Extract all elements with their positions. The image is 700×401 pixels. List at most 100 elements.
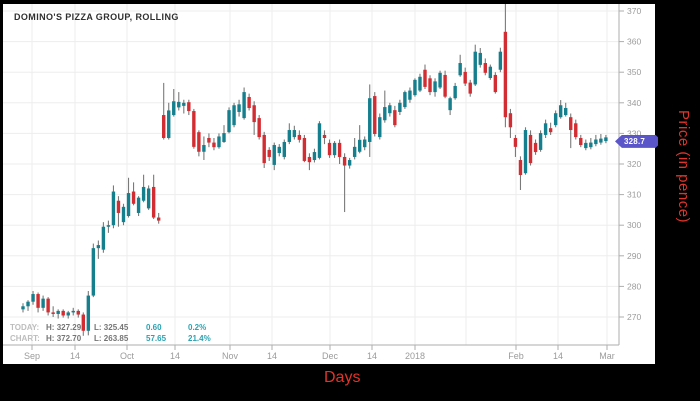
candlestick-chart: 270 280 290 300 310 320 330 340 350 360 370 Sep 14 Oc… [3, 4, 641, 361]
candle-down [51, 312, 55, 314]
candle-down [483, 63, 487, 73]
candle-up [594, 139, 598, 145]
candle-down [131, 191, 136, 204]
chart-change: 57.65 [146, 334, 167, 343]
candle-up [398, 102, 402, 112]
y-tick-label: 340 [627, 98, 641, 108]
candle-up [317, 123, 322, 158]
x-tick-label: 14 [70, 351, 80, 361]
candle-down [468, 82, 472, 94]
y-tick-label: 270 [627, 312, 641, 322]
chart-label: CHART: [10, 334, 40, 343]
y-tick-label: 300 [627, 220, 641, 230]
candle-up [101, 226, 106, 250]
candle-down [156, 217, 161, 221]
candle-up [332, 142, 337, 156]
x-axis-title: Days [324, 369, 361, 386]
candle-up [167, 110, 171, 138]
y-tick-label: 360 [627, 37, 641, 47]
candle-down [252, 105, 256, 123]
candle-up [177, 101, 181, 108]
candle-up [438, 72, 442, 88]
candle-down [302, 137, 307, 161]
candle-down [569, 117, 573, 131]
x-tick-label: 2018 [405, 351, 425, 361]
candle-up [71, 310, 75, 313]
candle-down [212, 142, 216, 148]
y-tick-label: 320 [627, 159, 641, 169]
candle-down [116, 200, 121, 213]
candle-down [257, 118, 261, 138]
candle-up [413, 79, 417, 96]
candle-up [217, 136, 221, 148]
candle-down [443, 74, 447, 97]
candle-up [232, 105, 236, 126]
candle-up [182, 102, 186, 106]
stats-legend: TODAY: H: 327.29 L: 325.45 0.60 0.2% CHART: H… [10, 322, 211, 344]
candle-down [513, 137, 518, 147]
x-tick-label: Nov [222, 351, 239, 361]
candle-up [86, 295, 91, 331]
candle-up [383, 107, 387, 121]
candle-up [106, 225, 111, 227]
candle-up [363, 139, 367, 148]
x-tick-label: Feb [508, 351, 524, 361]
candle-down [187, 102, 191, 112]
candle-down [574, 123, 578, 138]
legend-row-today: TODAY: H: 327.29 L: 325.45 0.60 0.2% [10, 322, 211, 333]
y-tick-label: 280 [627, 281, 641, 291]
candle-up [558, 105, 563, 118]
candle-down [267, 149, 271, 157]
x-tick-label: 14 [367, 351, 377, 361]
candle-up [121, 206, 126, 223]
candle-down [493, 74, 498, 93]
candle-up [222, 133, 226, 142]
candle-down [247, 96, 251, 109]
candle-up [272, 145, 276, 165]
x-tick-label: Dec [322, 351, 339, 361]
y-tick-label: 370 [627, 6, 641, 16]
y-tick-label: 310 [627, 190, 641, 200]
chart-high: H: 372.70 [46, 334, 82, 343]
candle-down [518, 160, 523, 176]
candle-down [207, 137, 211, 143]
candle-up [378, 117, 382, 138]
y-tick-label: 290 [627, 251, 641, 261]
chart-title: DOMINO'S PIZZA GROUP, ROLLING [14, 12, 179, 22]
x-tick-label: Oct [120, 351, 135, 361]
x-tick-label: Mar [599, 351, 615, 361]
candle-up [91, 248, 96, 296]
candle-down [342, 156, 347, 166]
candle-down [197, 132, 201, 152]
candle-up [403, 92, 407, 108]
candle-down [508, 113, 513, 128]
candle-down [151, 186, 156, 218]
candle-up [237, 104, 241, 112]
candle-up [604, 137, 608, 142]
candle-up [488, 66, 493, 79]
candle-down [307, 156, 312, 163]
candle-up [418, 76, 422, 91]
candle-down [322, 134, 327, 138]
today-change-pct: 0.2% [188, 323, 207, 332]
candle-up [538, 133, 543, 150]
candle-up [458, 63, 462, 76]
candle-down [61, 310, 65, 316]
candle-up [21, 306, 25, 310]
today-label: TODAY: [10, 323, 40, 332]
chart-low: L: 263.85 [94, 334, 129, 343]
candle-down [327, 142, 332, 156]
last-price-tag: 328.7 [615, 134, 658, 148]
candle-up [287, 130, 292, 142]
candle-down [192, 111, 196, 147]
candle-up [41, 298, 45, 308]
candle-up [589, 142, 593, 148]
candle-down [423, 69, 427, 87]
candle-down [528, 134, 533, 164]
candle-up [96, 245, 101, 249]
candle-down [428, 78, 432, 93]
candle-up [292, 130, 297, 138]
candle-up [136, 197, 141, 213]
candle-up [111, 191, 116, 226]
today-high: H: 327.29 [46, 323, 82, 332]
